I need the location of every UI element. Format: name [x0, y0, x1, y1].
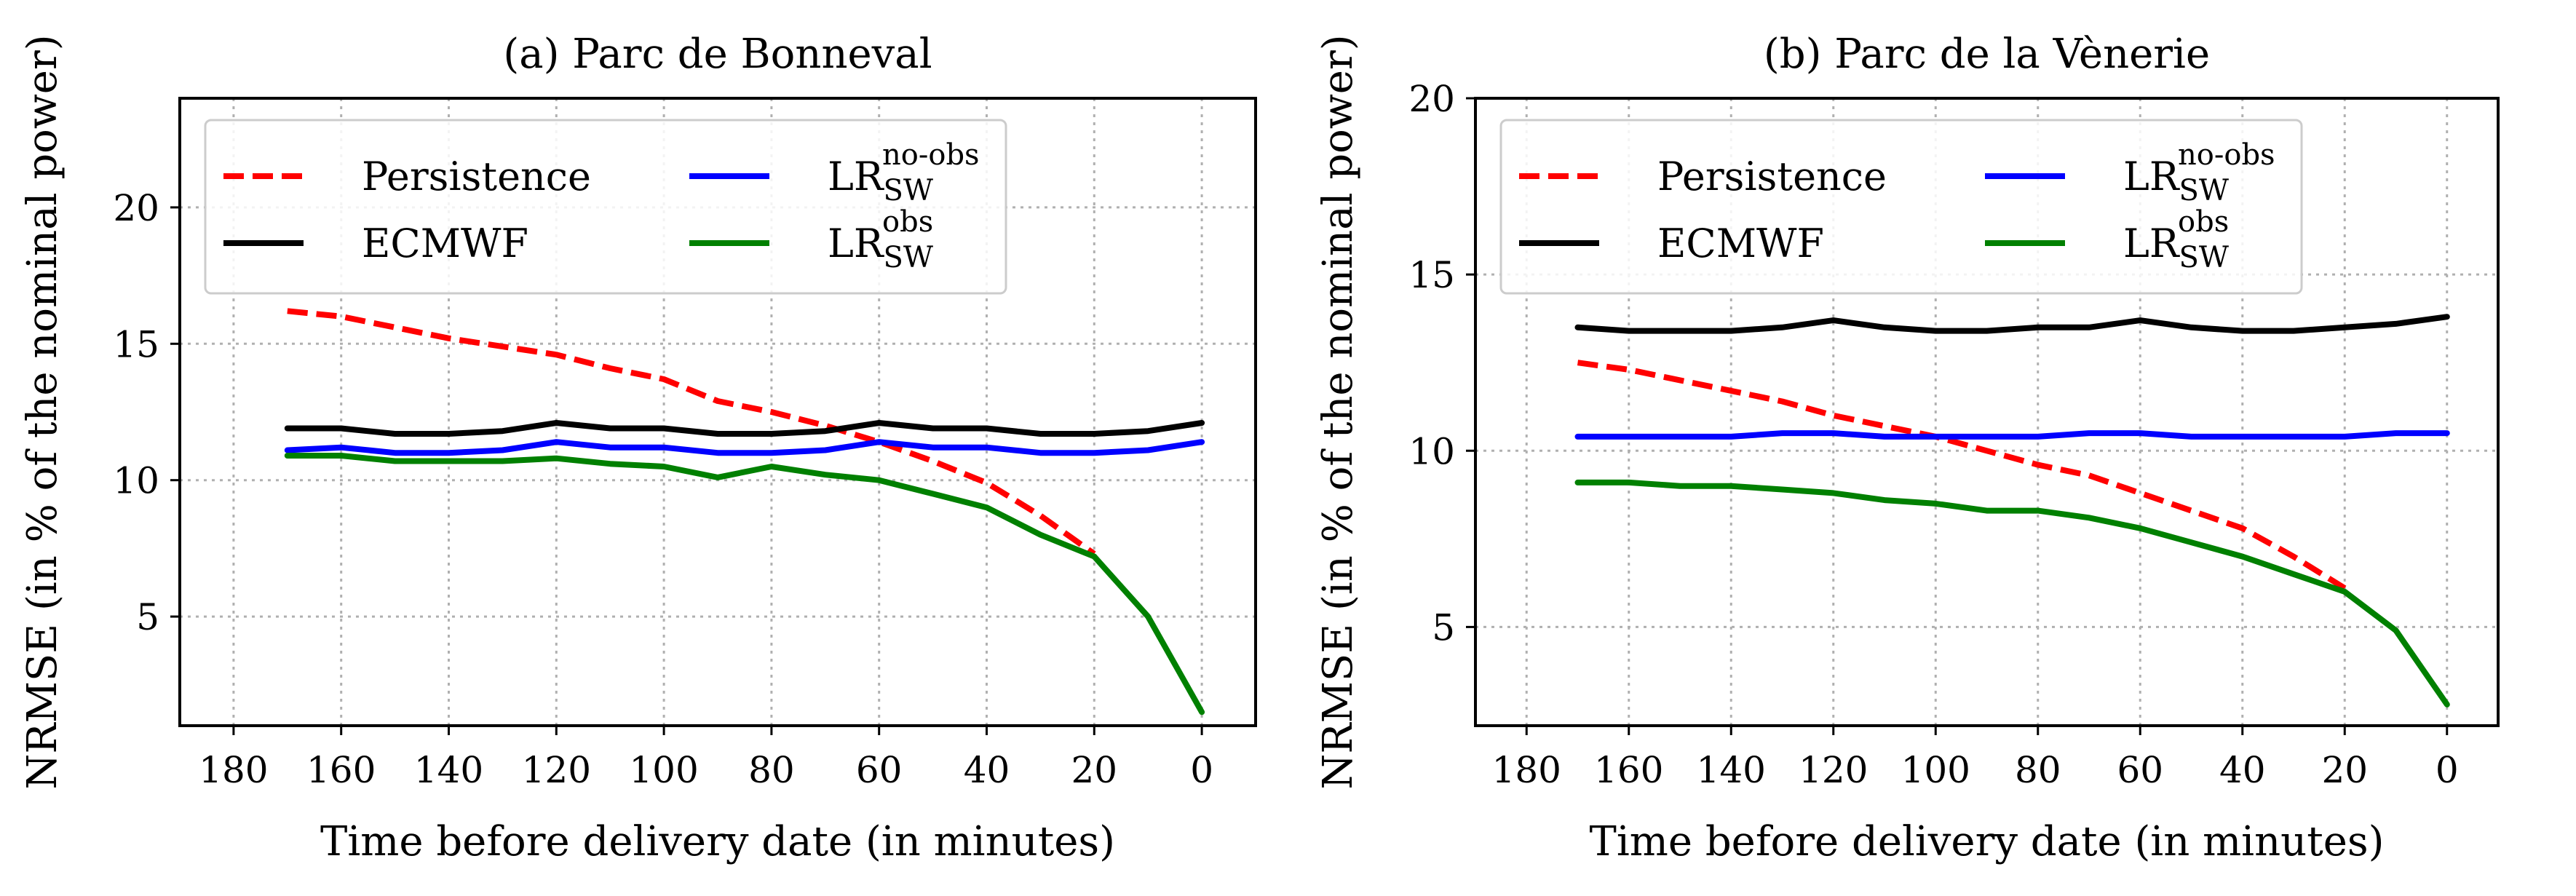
series-line-persistence [1577, 360, 2347, 591]
legend-label-base: LR [2123, 154, 2180, 199]
y-tick-label: 5 [136, 596, 159, 638]
x-tick-label: 160 [306, 749, 376, 791]
x-tick-label: 180 [199, 749, 268, 791]
legend-label-ecmwf: ECMWF [1657, 221, 1824, 266]
legend-label-lr_noobs: LRSW [2123, 154, 2229, 207]
y-tick-label: 15 [1408, 254, 1455, 296]
x-tick-label: 0 [2436, 749, 2459, 791]
y-tick-label: 20 [113, 187, 159, 229]
legend-label-subscript: SW [2179, 241, 2230, 274]
y-axis-label: NRMSE (in % of the nominal power) [19, 34, 66, 789]
legend-label-lr_obs: LRSW [828, 221, 933, 274]
y-tick-label: 20 [1408, 78, 1455, 120]
legend-label-subscript: SW [884, 174, 934, 207]
legend-label-subscript: SW [884, 241, 934, 274]
x-tick-label: 120 [522, 749, 591, 791]
x-tick-label: 80 [748, 749, 795, 791]
y-tick-label: 10 [1408, 430, 1455, 472]
series-line-ecmwf [1574, 314, 2450, 334]
series-line-lr_obs [1574, 479, 2450, 707]
legend-box [204, 119, 1007, 295]
axes-frame [1474, 97, 2500, 727]
legend-label-base: LR [828, 154, 884, 199]
x-tick-label: 40 [964, 749, 1010, 791]
x-tick-label: 40 [2219, 749, 2266, 791]
series-line-lr_noobs [284, 439, 1205, 456]
legend-label-superscript: obs [2178, 205, 2229, 239]
x-tick-label: 180 [1492, 749, 1561, 791]
legend-label-lr_obs: LRSW [2123, 221, 2229, 274]
x-tick-label: 160 [1594, 749, 1663, 791]
series-line-persistence [287, 308, 1096, 557]
legend-label-base: Persistence [1657, 154, 1887, 199]
x-axis-label: Time before delivery date (in minutes) [1590, 818, 2385, 865]
series-line-ecmwf [284, 420, 1205, 437]
y-tick-label: 10 [113, 460, 159, 502]
series-group [1574, 314, 2450, 707]
x-tick-label: 120 [1799, 749, 1868, 791]
axes-frame [178, 97, 1257, 727]
x-tick-label: 80 [2015, 749, 2061, 791]
legend-label-base: ECMWF [362, 221, 528, 266]
y-tick-label: 5 [1432, 606, 1455, 649]
x-tick-label: 0 [1190, 749, 1213, 791]
x-tick-label: 20 [2321, 749, 2368, 791]
series-group [284, 308, 1205, 715]
legend-label-ecmwf: ECMWF [362, 221, 528, 266]
chart-title: (b) Parc de la Vènerie [1764, 31, 2210, 78]
legend-label-superscript: no-obs [882, 138, 980, 172]
legend-label-persistence: Persistence [1657, 154, 1887, 199]
series-line-lr_obs [284, 453, 1205, 715]
x-axis-label: Time before delivery date (in minutes) [320, 818, 1115, 865]
x-tick-label: 60 [856, 749, 903, 791]
legend-box [1499, 119, 2303, 295]
x-tick-label: 140 [414, 749, 483, 791]
legend-label-base: LR [828, 221, 884, 266]
legend-label-lr_noobs: LRSW [828, 154, 933, 207]
x-tick-label: 60 [2117, 749, 2163, 791]
legend-label-base: LR [2123, 221, 2180, 266]
chart-title: (a) Parc de Bonneval [503, 31, 932, 78]
legend-label-superscript: obs [882, 205, 933, 239]
legend-label-base: Persistence [362, 154, 591, 199]
x-tick-label: 140 [1697, 749, 1766, 791]
legend-label-base: ECMWF [1657, 221, 1824, 266]
series-line-lr_noobs [1574, 430, 2450, 440]
y-axis-label: NRMSE (in % of the nominal power) [1315, 34, 1362, 789]
legend-label-superscript: no-obs [2178, 138, 2275, 172]
y-tick-label: 15 [113, 323, 159, 365]
legend-label-subscript: SW [2179, 174, 2230, 207]
x-tick-label: 20 [1071, 749, 1117, 791]
x-tick-label: 100 [1901, 749, 1970, 791]
x-tick-label: 100 [629, 749, 698, 791]
legend-label-persistence: Persistence [362, 154, 591, 199]
